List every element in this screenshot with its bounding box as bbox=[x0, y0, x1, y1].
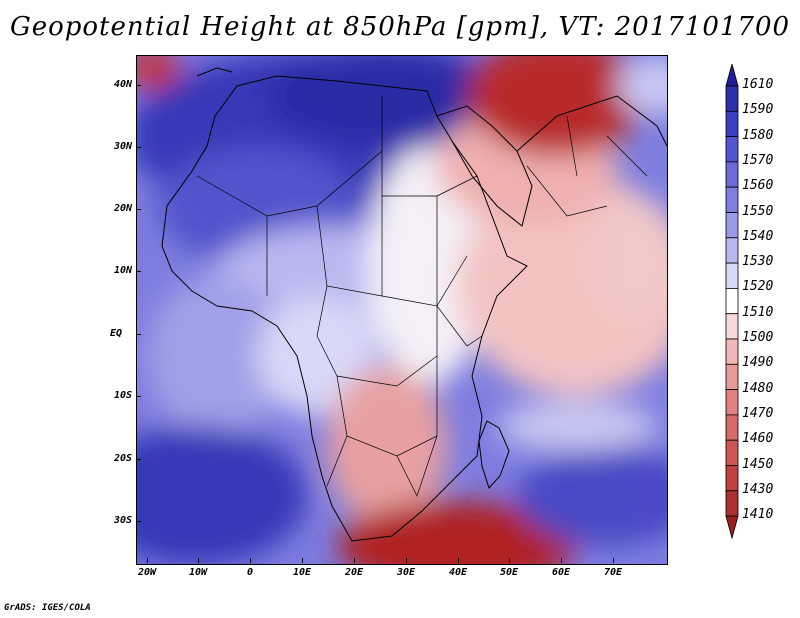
colorbar-segment bbox=[725, 490, 739, 517]
colorbar-label: 1480 bbox=[742, 380, 774, 396]
lon-tick bbox=[458, 558, 459, 563]
lon-tick bbox=[509, 558, 510, 563]
lon-label-10e: 10E bbox=[292, 567, 312, 578]
colorbar-label: 1590 bbox=[742, 102, 774, 118]
colorbar-label: 1470 bbox=[742, 405, 774, 421]
lon-label-10w: 10W bbox=[188, 567, 208, 578]
colorbar-top-arrow bbox=[725, 62, 739, 87]
lon-tick bbox=[561, 558, 562, 563]
country-borders bbox=[196, 96, 648, 497]
lat-tick bbox=[136, 521, 141, 522]
height-field-shading bbox=[137, 56, 667, 564]
colorbar-segment bbox=[725, 414, 739, 441]
colorbar-label: 1530 bbox=[742, 254, 774, 270]
colorbar-segment bbox=[725, 389, 739, 416]
colorbar-graphic bbox=[725, 62, 739, 540]
lat-label-20s: 20S bbox=[113, 453, 132, 464]
lon-tick bbox=[147, 558, 148, 563]
lat-label-10s: 10S bbox=[113, 390, 132, 401]
colorbar-label: 1450 bbox=[742, 456, 774, 472]
colorbar-label: 1560 bbox=[742, 178, 774, 194]
lat-label-10n: 10N bbox=[113, 265, 132, 276]
colorbar bbox=[724, 62, 800, 568]
lat-tick bbox=[136, 85, 141, 86]
lat-tick bbox=[136, 209, 141, 210]
colorbar-segment bbox=[725, 439, 739, 466]
lon-label-20e: 20E bbox=[344, 567, 364, 578]
lat-tick bbox=[136, 271, 141, 272]
coastlines bbox=[161, 67, 667, 542]
colorbar-bottom-arrow bbox=[725, 515, 739, 540]
colorbar-label: 1550 bbox=[742, 203, 774, 219]
colorbar-segment bbox=[725, 237, 739, 264]
lon-label-60e: 60E bbox=[551, 567, 571, 578]
colorbar-label: 1410 bbox=[742, 507, 774, 523]
colorbar-label: 1580 bbox=[742, 127, 774, 143]
colorbar-label: 1540 bbox=[742, 228, 774, 244]
colorbar-label: 1520 bbox=[742, 279, 774, 295]
lat-label-eq: EQ bbox=[109, 328, 122, 339]
colorbar-segment bbox=[725, 136, 739, 163]
lon-label-20w: 20W bbox=[137, 567, 157, 578]
colorbar-segment bbox=[725, 262, 739, 289]
colorbar-segment bbox=[725, 465, 739, 492]
lon-tick bbox=[302, 558, 303, 563]
lon-tick bbox=[406, 558, 407, 563]
lat-tick bbox=[136, 334, 141, 335]
colorbar-segment bbox=[725, 85, 739, 112]
lon-tick bbox=[198, 558, 199, 563]
lon-label-70e: 70E bbox=[603, 567, 623, 578]
colorbar-label: 1500 bbox=[742, 330, 774, 345]
map-title: Geopotential Height at 850hPa [gpm], VT:… bbox=[9, 12, 791, 42]
lat-label-30s: 30S bbox=[113, 515, 132, 526]
colorbar-segment bbox=[725, 110, 739, 137]
colorbar-segment bbox=[725, 161, 739, 188]
lat-tick bbox=[136, 147, 141, 148]
colorbar-label: 1430 bbox=[742, 481, 774, 497]
lat-label-30n: 30N bbox=[113, 141, 132, 152]
lon-label-50e: 50E bbox=[499, 567, 519, 578]
colorbar-label: 1570 bbox=[742, 152, 774, 168]
colorbar-segment bbox=[725, 212, 739, 239]
lon-label-30e: 30E bbox=[396, 567, 416, 578]
lon-tick bbox=[613, 558, 614, 563]
colorbar-label: 1460 bbox=[742, 431, 774, 447]
lat-label-20n: 20N bbox=[113, 203, 132, 214]
lat-tick bbox=[136, 396, 141, 397]
colorbar-segment bbox=[725, 338, 739, 365]
lon-tick bbox=[354, 558, 355, 563]
lat-label-40n: 40N bbox=[113, 79, 132, 90]
lon-label-0: 0 bbox=[246, 567, 254, 578]
geopotential-map bbox=[136, 55, 668, 565]
colorbar-label: 1490 bbox=[742, 355, 774, 371]
lat-tick bbox=[136, 459, 141, 460]
lon-label-40e: 40E bbox=[448, 567, 468, 578]
lon-tick bbox=[250, 558, 251, 563]
map-field bbox=[137, 56, 667, 564]
colorbar-segment bbox=[725, 363, 739, 390]
colorbar-label: 1610 bbox=[742, 77, 774, 92]
colorbar-segment bbox=[725, 287, 739, 315]
colorbar-segment bbox=[725, 313, 739, 340]
colorbar-segment bbox=[725, 186, 739, 213]
colorbar-label: 1510 bbox=[742, 304, 774, 320]
credit-text: GrADS: IGES/COLA bbox=[4, 603, 91, 613]
